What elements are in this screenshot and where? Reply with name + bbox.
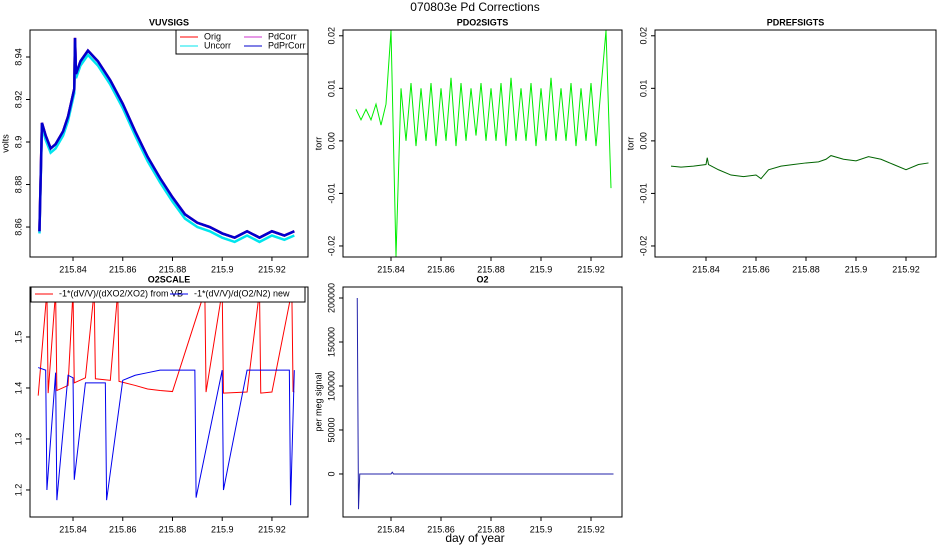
y-tick-label: 150000: [326, 327, 336, 357]
y-tick-label: -0.01: [638, 183, 648, 204]
plot-area: [38, 37, 295, 244]
legend-label: -1*(dV/V)/(dXO2/XO2) from VB: [59, 288, 183, 298]
series-line: [38, 37, 295, 240]
y-tick-label: 1.4: [13, 382, 23, 395]
x-tick-label: 215.92: [258, 524, 286, 534]
x-tick-label: 215.86: [109, 524, 137, 534]
y-axis-label: torr: [313, 137, 323, 151]
y-tick-label: 1.5: [13, 331, 23, 344]
x-tick-label: 215.92: [892, 264, 920, 274]
x-tick-label: 215.86: [109, 264, 137, 274]
x-tick-label: 215.84: [377, 264, 405, 274]
legend-label: PdCorr: [268, 31, 297, 41]
y-tick-label: 8.92: [13, 91, 23, 109]
x-tick-label: 215.86: [427, 524, 455, 534]
panel-title: O2SCALE: [148, 274, 191, 284]
legend-label: Uncorr: [204, 40, 231, 50]
plot-area: [670, 155, 929, 180]
series-line: [355, 30, 612, 257]
panel-title: O2: [476, 274, 488, 284]
plot-frame: [654, 29, 937, 258]
x-tick-label: 215.92: [577, 524, 605, 534]
y-tick-label: 8.94: [13, 48, 23, 66]
series-line: [38, 42, 295, 244]
x-tick-label: 215.92: [577, 264, 605, 274]
plot-frame: [342, 29, 623, 258]
y-tick-label: 0.00: [638, 132, 648, 150]
x-tick-label: 215.88: [477, 524, 505, 534]
legend-label: PdPrCorr: [268, 40, 306, 50]
y-tick-label: 8.86: [13, 218, 23, 236]
y-axis-label: volts: [0, 134, 10, 153]
plot-area: [355, 30, 612, 257]
y-tick-label: 1.2: [13, 484, 23, 497]
series-line: [356, 297, 614, 510]
y-tick-label: 0.00: [326, 132, 336, 150]
y-tick-label: -0.01: [326, 183, 336, 204]
y-tick-label: 0.02: [326, 27, 336, 45]
x-tick-label: 215.88: [159, 264, 187, 274]
legend-box: [175, 29, 309, 55]
y-tick-label: 1.3: [13, 433, 23, 446]
x-tick-label: 215.88: [792, 264, 820, 274]
series-line: [37, 290, 295, 396]
y-tick-label: 0.01: [638, 80, 648, 98]
y-tick-label: 50000: [326, 417, 336, 442]
y-tick-label: 8.88: [13, 176, 23, 194]
series-line: [670, 155, 929, 180]
panel-title: VUVSIGS: [149, 17, 189, 27]
x-tick-label: 215.86: [742, 264, 770, 274]
y-tick-label: 100000: [326, 371, 336, 401]
x-tick-label: 215.88: [477, 264, 505, 274]
y-tick-label: 0: [326, 471, 336, 476]
panel-title: PDO2SIGTS: [457, 17, 509, 27]
y-tick-label: -0.02: [638, 236, 648, 257]
plot-frame: [342, 286, 623, 518]
x-tick-label: 215.92: [258, 264, 286, 274]
page-title: 070803e Pd Corrections: [410, 0, 539, 14]
y-axis-label: torr: [625, 137, 635, 151]
x-tick-label: 215.84: [377, 524, 405, 534]
plot-area: [356, 297, 614, 510]
x-tick-label: 215.88: [159, 524, 187, 534]
x-tick-label: 215.9: [530, 524, 553, 534]
series-line: [38, 367, 295, 506]
legend-box: [30, 286, 306, 303]
x-tick-label: 215.9: [530, 264, 553, 274]
y-tick-label: -0.02: [326, 236, 336, 257]
x-tick-label: 215.84: [59, 524, 87, 534]
x-tick-label: 215.84: [692, 264, 720, 274]
x-axis-label: day of year: [445, 531, 504, 545]
x-tick-label: 215.86: [427, 264, 455, 274]
plot-frame: [29, 29, 309, 258]
y-tick-label: 0.01: [326, 80, 336, 98]
y-tick-label: 8.9: [13, 136, 23, 149]
y-axis-label: per meg signal: [313, 372, 323, 431]
legend-label: Orig: [204, 31, 221, 41]
y-tick-label: 200000: [326, 283, 336, 313]
x-tick-label: 215.84: [59, 264, 87, 274]
y-tick-label: 0.02: [638, 27, 648, 45]
x-tick-label: 215.9: [211, 524, 234, 534]
panel-title: PDREFSIGTS: [767, 17, 825, 27]
legend-label: -1*(dV/V)/d(O2/N2) new: [194, 288, 290, 298]
plot-area: [37, 290, 295, 506]
x-tick-label: 215.9: [845, 264, 868, 274]
x-tick-label: 215.9: [211, 264, 234, 274]
